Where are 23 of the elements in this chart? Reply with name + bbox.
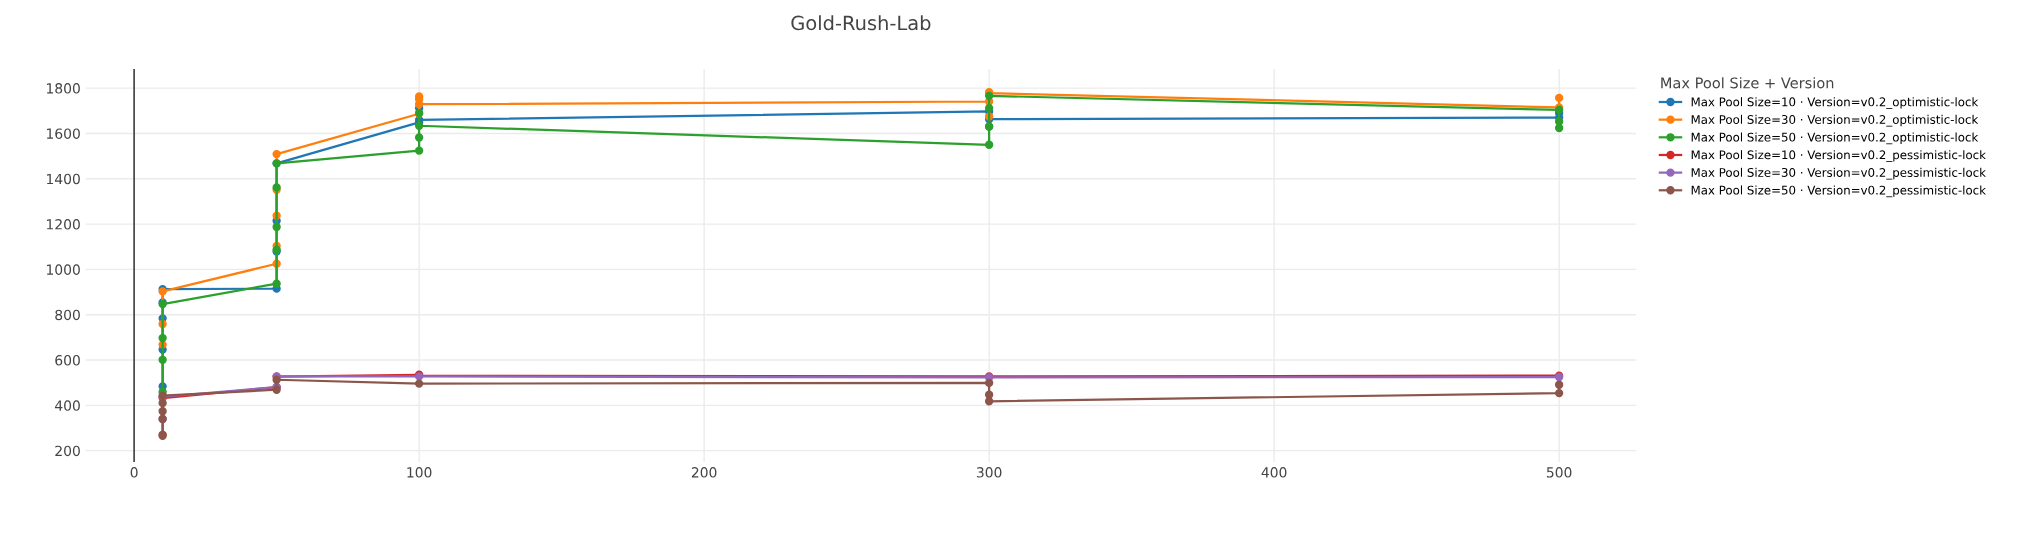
x-tick-label: 100 — [407, 467, 432, 478]
x-tick-label: 300 — [976, 467, 1002, 478]
x-tick-label: 500 — [1546, 467, 1572, 478]
chart-title: Gold-Rush-Lab — [791, 15, 931, 31]
x-tick-label: 200 — [691, 467, 717, 478]
y-tick-label: 1800 — [47, 83, 80, 94]
legend-label: Max Pool Size=30 · Version=v0.2_pessimistic-lock — [1691, 167, 1986, 180]
y-tick-label: 200 — [55, 445, 80, 457]
x-tick-label: 400 — [1261, 467, 1287, 478]
y-tick-label: 400 — [54, 400, 80, 411]
legend-label: Max Pool Size=30 · Version=v0.2_optimistic-lock — [1691, 114, 1979, 127]
legend-label: Max Pool Size=50 · Version=v0.2_pessimistic-lock — [1691, 185, 1986, 198]
legend-label: Max Pool Size=10 · Version=v0.2_pessimistic-lock — [1691, 150, 1986, 162]
y-tick-label: 1600 — [47, 128, 80, 139]
y-tick-label: 1000 — [47, 264, 80, 275]
y-tick-label: 800 — [55, 309, 80, 321]
y-tick-label: 600 — [55, 355, 80, 366]
legend-title: Max Pool Size + Version — [1661, 77, 1834, 89]
legend-label: Max Pool Size=10 · Version=v0.2_optimistic-lock — [1691, 97, 1979, 109]
y-tick-label: 1200 — [47, 219, 80, 230]
legend-label: Max Pool Size=50 · Version=v0.2_optimistic-lock — [1691, 132, 1979, 145]
x-tick-label: 0 — [130, 467, 138, 478]
y-tick-label: 1400 — [47, 173, 80, 185]
